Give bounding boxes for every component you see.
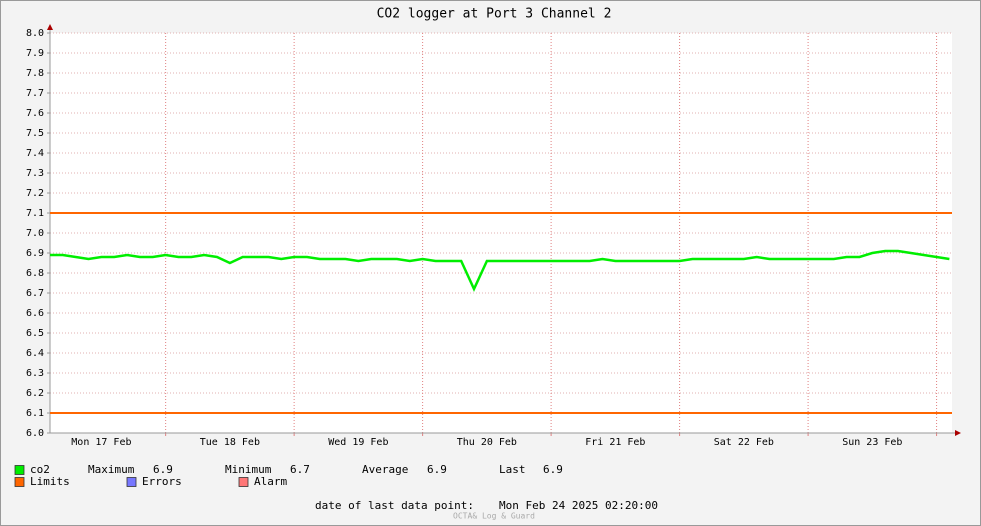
y-tick-label: 7.5 [26,128,44,139]
y-tick-label: 6.3 [26,368,44,379]
y-tick-label: 7.6 [26,108,44,119]
legend-label: Alarm [254,475,287,488]
legend-swatch [238,477,249,487]
y-tick-label: 8.0 [26,28,44,39]
x-tick-label: Fri 21 Feb [585,437,645,448]
y-tick-label: 6.0 [26,428,44,439]
y-tick-label: 7.8 [26,68,44,79]
legend-swatch [14,465,25,475]
legend-label: co2 [30,463,50,476]
x-tick-label: Sat 22 Feb [714,437,774,448]
y-tick-label: 7.4 [26,148,44,159]
stat-label: Average [362,463,408,476]
stat-label: Maximum [88,463,135,476]
footer-label: date of last data point: [315,499,474,512]
legend-swatch [126,477,137,487]
y-tick-label: 6.8 [26,268,44,279]
stat-value: 6.9 [153,463,173,476]
x-tick-label: Sun 23 Feb [842,437,902,448]
axis-arrow [955,430,961,436]
y-tick-label: 6.1 [26,408,44,419]
data-line [50,249,950,292]
y-tick-label: 6.2 [26,388,44,399]
stat-label: Minimum [225,463,272,476]
axis-arrow [47,24,53,30]
stat-value: 6.9 [543,463,563,476]
y-tick-label: 7.3 [26,168,44,179]
x-tick-label: Tue 18 Feb [200,437,260,448]
y-tick-label: 6.4 [26,348,44,359]
y-tick-label: 6.6 [26,308,44,319]
y-tick-label: 6.9 [26,248,44,259]
legend-label: Limits [30,475,70,488]
footer-date: Mon Feb 24 2025 02:20:00 [499,499,658,512]
y-tick-label: 7.2 [26,188,44,199]
x-tick-label: Mon 17 Feb [71,437,131,448]
x-tick-label: Thu 20 Feb [457,437,517,448]
x-tick-label: Wed 19 Feb [328,437,388,448]
legend-label: Errors [142,475,182,488]
y-tick-label: 7.7 [26,88,44,99]
y-tick-label: 7.9 [26,48,44,59]
watermark: OCTA& Log & Guard [453,512,535,521]
legend-swatch [14,477,25,487]
y-tick-label: 6.5 [26,328,44,339]
stat-value: 6.9 [427,463,447,476]
chart-title: CO2 logger at Port 3 Channel 2 [377,7,612,22]
y-tick-label: 7.1 [26,208,44,219]
y-tick-label: 6.7 [26,288,44,299]
stat-value: 6.7 [290,463,310,476]
y-tick-label: 7.0 [26,228,44,239]
stat-label: Last [499,463,526,476]
